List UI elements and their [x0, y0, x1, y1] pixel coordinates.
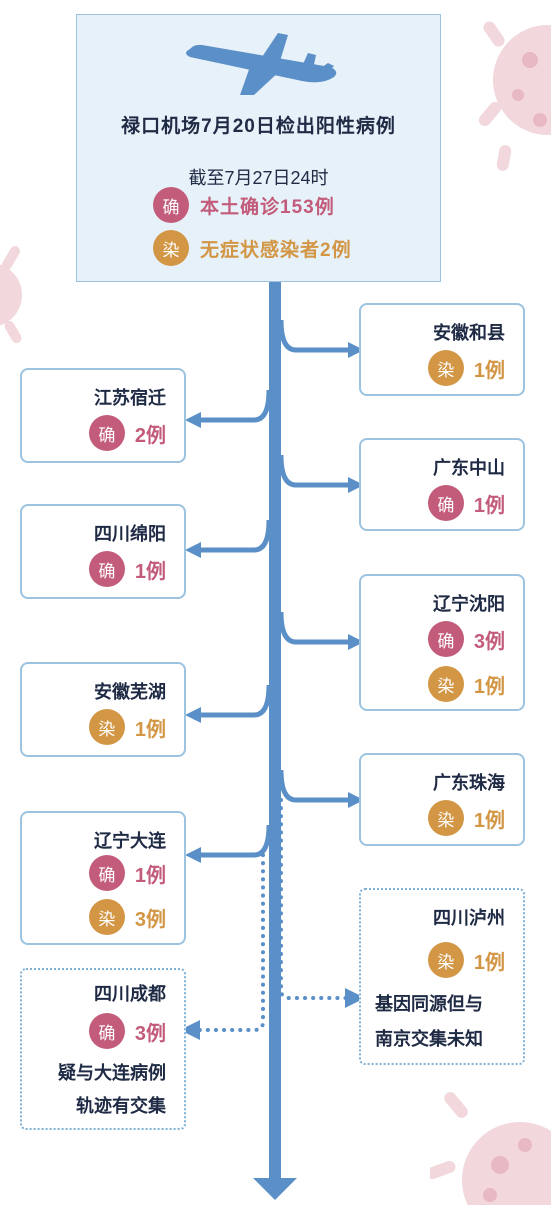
city-box-jiangsu-suqian: 江苏宿迁 确 2例	[20, 368, 186, 463]
city-box-guangdong-zhongshan: 广东中山 确 1例	[359, 438, 525, 531]
stat-count: 1例	[134, 864, 166, 887]
confirmed-badge: 确	[427, 621, 464, 657]
chengdu-note-line1: 疑与大连病例	[58, 1063, 166, 1083]
header-date: 截至7月27日24时	[188, 168, 329, 188]
stat-row: 染 1例	[427, 800, 505, 836]
stat-row: 染 1例	[427, 666, 505, 702]
city-box-sichuan-chengdu: 四川成都 确 3例 疑与大连病例 轨迹有交集	[20, 968, 186, 1130]
city-name: 广东珠海	[433, 773, 505, 793]
city-name: 广东中山	[433, 458, 505, 478]
asymptomatic-badge: 染	[88, 709, 125, 745]
city-name: 辽宁大连	[94, 831, 166, 851]
virus-decoration-bottom-right	[430, 1092, 551, 1205]
city-box-sichuan-mianyang: 四川绵阳 确 1例	[20, 504, 186, 599]
city-box-anhui-hexian: 安徽和县 染 1例	[359, 303, 525, 396]
branch-liaoning-shenyang	[278, 611, 365, 651]
stat-count: 1例	[473, 809, 505, 832]
stat-row: 染 3例	[88, 899, 166, 935]
stat-count: 3例	[134, 1022, 166, 1045]
branch-liaoning-dalian	[184, 824, 272, 864]
airplane-icon	[186, 33, 337, 95]
asymptomatic-badge: 染	[153, 230, 189, 266]
branch-jiangsu-suqian	[184, 389, 272, 429]
virus-decoration-left	[0, 246, 22, 344]
stat-row: 确 1例	[88, 855, 166, 891]
stat-count: 1例	[473, 359, 505, 382]
stat-row: 染 1例	[88, 709, 166, 745]
header-asym-text: 无症状感染者2例	[200, 239, 352, 261]
confirmed-badge: 确	[153, 187, 189, 223]
city-box-liaoning-shenyang: 辽宁沈阳 确 3例 染 1例	[359, 574, 525, 711]
dotted-branch-chengdu	[180, 853, 265, 1040]
chengdu-note-line2: 轨迹有交集	[76, 1096, 166, 1116]
asymptomatic-badge: 染	[427, 350, 464, 386]
stat-row: 确 1例	[427, 485, 505, 521]
main-timeline-arrowhead	[253, 1178, 297, 1200]
city-name: 四川泸州	[433, 908, 505, 928]
city-name: 四川绵阳	[94, 524, 166, 544]
confirmed-badge: 确	[88, 1013, 125, 1049]
asymptomatic-badge: 染	[427, 666, 464, 702]
city-name: 辽宁沈阳	[433, 594, 505, 614]
city-box-sichuan-luzhou: 四川泸州 染 1例 基因同源但与 南京交集未知	[359, 888, 525, 1065]
stat-row: 确 3例	[88, 1013, 166, 1049]
asymptomatic-badge: 染	[427, 942, 464, 978]
asymptomatic-badge: 染	[427, 800, 464, 836]
luzhou-note-line1: 基因同源但与	[375, 994, 483, 1014]
stat-row: 确 1例	[88, 551, 166, 587]
branch-guangdong-zhuhai	[278, 769, 365, 809]
header-asym-line: 染 无症状感染者2例	[153, 230, 352, 266]
virus-decoration-top-right	[478, 21, 551, 171]
branch-anhui-wuhu	[184, 684, 272, 724]
header-box: 禄口机场7月20日检出阳性病例 截至7月27日24时 确 本土确诊153例 染 …	[76, 14, 441, 282]
stat-count: 2例	[134, 424, 166, 447]
city-name: 安徽和县	[433, 323, 505, 343]
stat-count: 1例	[473, 951, 505, 974]
stat-row: 染 1例	[427, 942, 505, 978]
city-box-anhui-wuhu: 安徽芜湖 染 1例	[20, 662, 186, 757]
stat-count: 1例	[473, 675, 505, 698]
branch-guangdong-zhongshan	[278, 454, 365, 494]
city-name: 江苏宿迁	[94, 388, 166, 408]
header-confirmed-line: 确 本土确诊153例	[153, 187, 335, 223]
stat-row: 确 3例	[427, 621, 505, 657]
header-title: 禄口机场7月20日检出阳性病例	[121, 116, 396, 137]
city-box-liaoning-dalian: 辽宁大连 确 1例 染 3例	[20, 811, 186, 945]
stat-count: 1例	[134, 560, 166, 583]
dotted-branch-luzhou	[279, 798, 365, 1008]
city-name: 安徽芜湖	[94, 682, 166, 702]
stat-count: 3例	[134, 908, 166, 931]
asymptomatic-badge: 染	[88, 899, 125, 935]
confirmed-badge: 确	[88, 415, 125, 451]
city-box-guangdong-zhuhai: 广东珠海 染 1例	[359, 753, 525, 846]
confirmed-badge: 确	[88, 551, 125, 587]
stat-count: 1例	[134, 718, 166, 741]
city-name: 四川成都	[94, 984, 166, 1004]
stat-count: 3例	[473, 630, 505, 653]
header-confirmed-text: 本土确诊153例	[200, 196, 335, 218]
branch-sichuan-mianyang	[184, 519, 272, 559]
stat-row: 染 1例	[427, 350, 505, 386]
confirmed-badge: 确	[427, 485, 464, 521]
luzhou-note-line2: 南京交集未知	[375, 1029, 483, 1049]
stat-row: 确 2例	[88, 415, 166, 451]
stat-count: 1例	[473, 494, 505, 517]
branch-anhui-hexian	[278, 319, 365, 359]
confirmed-badge: 确	[88, 855, 125, 891]
